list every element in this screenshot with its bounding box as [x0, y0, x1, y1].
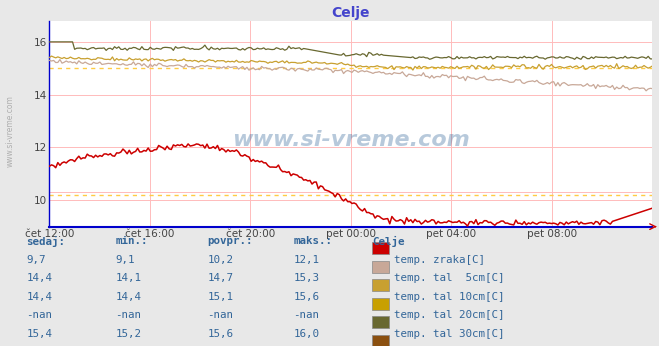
- Text: temp. tal 30cm[C]: temp. tal 30cm[C]: [394, 329, 505, 339]
- Text: 14,4: 14,4: [26, 292, 52, 302]
- Text: 9,1: 9,1: [115, 255, 135, 265]
- Text: temp. tal 10cm[C]: temp. tal 10cm[C]: [394, 292, 505, 302]
- Bar: [372, 279, 389, 291]
- Text: temp. tal 20cm[C]: temp. tal 20cm[C]: [394, 310, 505, 320]
- Text: 15,4: 15,4: [26, 329, 52, 339]
- Text: -nan: -nan: [115, 310, 141, 320]
- Bar: [372, 298, 389, 310]
- Text: 14,1: 14,1: [115, 273, 141, 283]
- Text: 10,2: 10,2: [208, 255, 233, 265]
- Text: -nan: -nan: [26, 310, 52, 320]
- Bar: [372, 261, 389, 273]
- Text: 14,4: 14,4: [26, 273, 52, 283]
- Text: www.si-vreme.com: www.si-vreme.com: [5, 95, 14, 167]
- Text: 14,4: 14,4: [115, 292, 141, 302]
- Text: temp. zraka[C]: temp. zraka[C]: [394, 255, 485, 265]
- Text: 15,6: 15,6: [293, 292, 319, 302]
- Bar: [372, 316, 389, 328]
- Text: 14,7: 14,7: [208, 273, 233, 283]
- Text: 15,6: 15,6: [208, 329, 233, 339]
- Text: povpr.:: povpr.:: [208, 236, 253, 246]
- Text: 15,1: 15,1: [208, 292, 233, 302]
- Text: maks.:: maks.:: [293, 236, 332, 246]
- Title: Celje: Celje: [331, 6, 370, 20]
- Text: sedaj:: sedaj:: [26, 236, 65, 247]
- Text: -nan: -nan: [293, 310, 319, 320]
- Text: 15,2: 15,2: [115, 329, 141, 339]
- Text: 15,3: 15,3: [293, 273, 319, 283]
- Bar: [372, 335, 389, 346]
- Text: 16,0: 16,0: [293, 329, 319, 339]
- Text: 9,7: 9,7: [26, 255, 46, 265]
- Text: Celje: Celje: [372, 236, 405, 247]
- Text: www.si-vreme.com: www.si-vreme.com: [232, 130, 470, 150]
- Bar: [372, 242, 389, 254]
- Text: 12,1: 12,1: [293, 255, 319, 265]
- Text: min.:: min.:: [115, 236, 148, 246]
- Text: -nan: -nan: [208, 310, 233, 320]
- Text: temp. tal  5cm[C]: temp. tal 5cm[C]: [394, 273, 505, 283]
